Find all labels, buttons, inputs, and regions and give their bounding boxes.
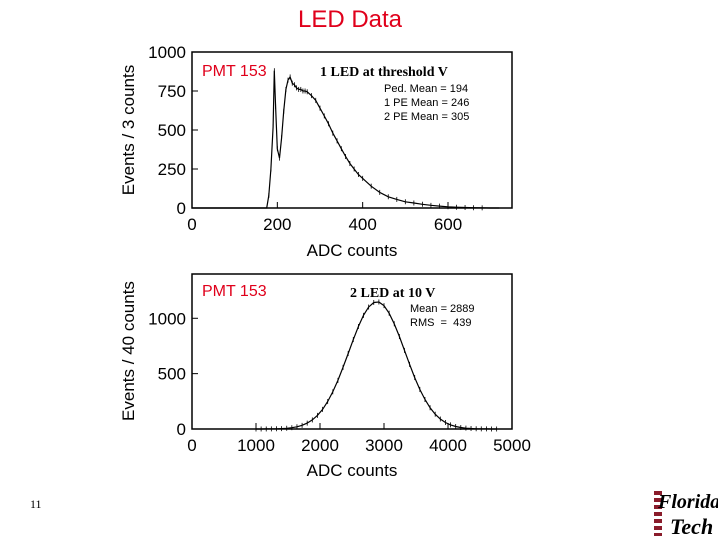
chart-bottom-xlabel: ADC counts xyxy=(307,461,398,480)
slide-title: LED Data xyxy=(297,6,403,33)
chart-bottom-xtick-label: 4000 xyxy=(429,436,467,455)
chart-top-title: 1 LED at threshold V xyxy=(320,65,448,80)
chart-top-stat-1pe: 1 PE Mean = 246 xyxy=(384,97,469,109)
chart-bottom-ytick-label: 1000 xyxy=(148,309,186,328)
logo-word-1: Florida xyxy=(657,491,718,513)
chart-top-series-line xyxy=(192,70,500,209)
chart-bottom-xtick-label: 5000 xyxy=(493,436,531,455)
chart-bottom-panel-label: PMT 153 xyxy=(202,283,267,300)
chart-bottom-xtick-label: 1000 xyxy=(237,436,275,455)
logo-word-2: Tech xyxy=(670,514,713,539)
chart-bottom-frame xyxy=(191,273,513,430)
chart-bottom-stat-rms: RMS = 439 xyxy=(410,317,471,329)
chart-top-stat-2pe: 2 PE Mean = 305 xyxy=(384,111,469,123)
chart-bottom-stat-mean: Mean = 2889 xyxy=(410,303,475,315)
chart-top: PMT 153 1 LED at threshold V Ped. Mean =… xyxy=(119,43,513,260)
chart-bottom-title: 2 LED at 10 V xyxy=(350,286,435,301)
chart-top-xtick-label: 600 xyxy=(434,215,462,234)
chart-top-ylabel: Events / 3 counts xyxy=(119,65,138,195)
chart-top-ytick-label: 750 xyxy=(158,82,186,101)
chart-top-xtick-label: 200 xyxy=(263,215,291,234)
chart-top-panel-label: PMT 153 xyxy=(202,63,267,80)
page-number: 11 xyxy=(30,497,42,511)
chart-bottom-xtick-label: 3000 xyxy=(365,436,403,455)
chart-bottom-ylabel: Events / 40 counts xyxy=(119,281,138,421)
chart-top-xtick-label: 0 xyxy=(187,215,196,234)
chart-top-stat-ped: Ped. Mean = 194 xyxy=(384,83,468,95)
chart-bottom-ytick-label: 0 xyxy=(177,420,186,439)
chart-top-xlabel: ADC counts xyxy=(307,241,398,260)
chart-bottom: PMT 153 2 LED at 10 V Mean = 2889 RMS = … xyxy=(119,273,531,480)
chart-bottom-xtick-label: 0 xyxy=(187,436,196,455)
chart-bottom-ytick-label: 500 xyxy=(158,365,186,384)
chart-bottom-xtick-label: 2000 xyxy=(301,436,339,455)
chart-bottom-series-line xyxy=(256,301,497,430)
chart-top-ytick-label: 1000 xyxy=(148,43,186,62)
chart-top-ytick-label: 0 xyxy=(177,199,186,218)
florida-tech-logo: Florida Tech xyxy=(654,488,718,539)
chart-top-ytick-label: 500 xyxy=(158,121,186,140)
chart-top-ytick-label: 250 xyxy=(158,160,186,179)
chart-top-xtick-label: 400 xyxy=(348,215,376,234)
